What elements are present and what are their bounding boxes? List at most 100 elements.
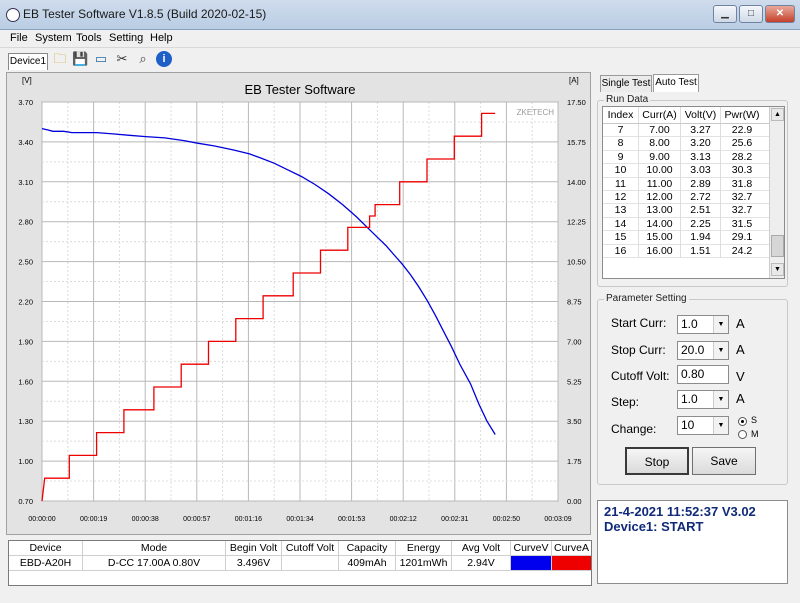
status-panel: 21-4-2021 11:52:37 V3.02 Device1: START [597, 500, 788, 584]
x-tick-label: 00:01:53 [338, 516, 365, 523]
table-cell: 2.25 [681, 217, 721, 232]
stop-curr-select[interactable]: 20.0 ▼ [677, 341, 729, 360]
status-device: Device1: START [604, 519, 704, 534]
x-tick-label: 00:02:12 [390, 516, 417, 523]
y-right-tick-label: 5.25 [567, 377, 582, 386]
x-tick-label: 00:03:09 [544, 516, 571, 523]
y-left-tick-label: 2.20 [18, 298, 33, 307]
y-right-tick-label: 10.50 [567, 258, 586, 267]
start-curr-unit: A [736, 316, 745, 331]
info-icon[interactable]: i [156, 51, 172, 67]
toolbar: Device1 🗀 💾 ▭ ✂ ⌕ i [0, 47, 800, 70]
table-row[interactable]: 10 10.00 3.03 30.3 [603, 164, 784, 178]
radio-minutes[interactable] [738, 430, 747, 439]
monitor-icon[interactable]: ▭ [94, 51, 108, 66]
table-cell: 8 [603, 137, 639, 151]
close-button[interactable]: ✕ [765, 5, 795, 23]
run-data-rows: 7 7.00 3.27 22.9 8 8.00 3.20 25.6 9 9.00 3.13 28.2 1… [603, 124, 784, 258]
open-folder-icon[interactable]: 🗀 [53, 51, 67, 66]
table-row[interactable]: 12 12.00 2.72 32.7 [603, 190, 784, 205]
y-left-tick-label: 3.70 [18, 98, 33, 107]
table-row[interactable]: 11 11.00 2.89 31.8 [603, 177, 784, 191]
radio-minutes-label: M [751, 429, 759, 439]
cutoff-volt-input[interactable]: 0.80 [677, 365, 729, 384]
tools-icon[interactable]: ✂ [116, 51, 128, 66]
menu-setting[interactable]: Setting [109, 32, 144, 44]
menu-system[interactable]: System [35, 32, 72, 44]
save-icon[interactable]: 💾 [72, 51, 89, 66]
chevron-down-icon[interactable]: ▼ [713, 391, 728, 408]
table-row[interactable]: 14 14.00 2.25 31.5 [603, 217, 784, 232]
scroll-down-icon[interactable]: ▼ [771, 263, 784, 276]
table-cell: 28.2 [731, 150, 753, 163]
y-right-tick-label: 0.00 [567, 497, 582, 506]
col-curr: Curr(A) [639, 107, 681, 123]
summary-table[interactable]: Device Mode Begin Volt Cutoff Volt Capac… [8, 540, 592, 586]
chevron-down-icon[interactable]: ▼ [713, 342, 728, 359]
summary-row[interactable]: EBD-A20H D-CC 17.00A 0.80V 3.496V 409mAh… [9, 556, 591, 571]
run-data-group: Run Data [597, 94, 788, 287]
chart-panel: EB Tester Software [V] [A] ZKETECH 3.70 3.40 3… [6, 72, 591, 535]
cutoff-volt-unit: V [736, 369, 745, 384]
curve-a-color-swatch[interactable] [552, 556, 591, 570]
table-cell: 3.27 [681, 124, 721, 138]
chevron-down-icon[interactable]: ▼ [713, 316, 728, 333]
table-cell: 11.00 [639, 177, 681, 191]
save-button[interactable]: Save [692, 447, 756, 475]
run-data-scrollbar[interactable]: ▲ ▼ [769, 107, 784, 278]
tab-single-test[interactable]: Single Test [600, 75, 652, 92]
cell-cutoff-volt [282, 556, 339, 570]
scroll-thumb[interactable] [771, 235, 784, 257]
series-line-curvea [41, 112, 496, 502]
table-row[interactable]: 8 8.00 3.20 25.6 [603, 137, 784, 151]
change-select[interactable]: 10 ▼ [677, 416, 729, 435]
menu-file[interactable]: File [10, 32, 28, 44]
x-tick-label: 00:02:50 [493, 516, 520, 523]
minimize-button[interactable]: ▁ [713, 5, 737, 23]
maximize-button[interactable]: □ [739, 5, 763, 23]
table-cell: 13.00 [639, 204, 681, 218]
col-avg-volt: Avg Volt [452, 541, 511, 555]
table-cell: 22.9 [731, 124, 753, 136]
table-cell: 29.1 [731, 231, 753, 244]
summary-header: Device Mode Begin Volt Cutoff Volt Capac… [9, 541, 591, 556]
cutoff-volt-value: 0.80 [681, 367, 705, 381]
table-cell: 7.00 [639, 124, 681, 138]
table-row[interactable]: 9 9.00 3.13 28.2 [603, 150, 784, 165]
stop-button[interactable]: Stop [625, 447, 689, 475]
step-select[interactable]: 1.0 ▼ [677, 390, 729, 409]
y-left-tick-label: 1.60 [18, 377, 33, 386]
stop-curr-value: 20.0 [681, 343, 705, 357]
chart-title: EB Tester Software [244, 82, 355, 97]
table-row[interactable]: 13 13.00 2.51 32.7 [603, 204, 784, 218]
table-cell: 14.00 [639, 217, 681, 232]
run-data-table[interactable]: Index Curr(A) Volt(V) Pwr(W) 7 7.00 3.27 22… [602, 106, 785, 279]
table-cell: 12 [603, 190, 639, 205]
y-left-tick-label: 1.30 [18, 417, 33, 426]
table-cell: 25.6 [731, 137, 753, 150]
table-cell: 24.2 [731, 244, 753, 257]
menu-help[interactable]: Help [150, 32, 173, 44]
zoom-icon[interactable]: ⌕ [139, 51, 147, 66]
table-row[interactable]: 7 7.00 3.27 22.9 [603, 124, 784, 138]
tab-auto-test[interactable]: Auto Test [653, 74, 699, 92]
table-row[interactable]: 16 16.00 1.51 24.2 [603, 244, 784, 258]
table-row[interactable]: 15 15.00 1.94 29.1 [603, 231, 784, 245]
scroll-up-icon[interactable]: ▲ [771, 108, 784, 121]
chevron-down-icon[interactable]: ▼ [713, 417, 728, 434]
radio-seconds[interactable] [738, 417, 747, 426]
curve-v-color-swatch[interactable] [511, 556, 552, 570]
menu-tools[interactable]: Tools [76, 32, 102, 44]
col-capacity: Capacity [339, 541, 396, 555]
device-tab[interactable]: Device1 [8, 53, 48, 70]
y-left-tick-label: 0.70 [18, 497, 33, 506]
table-cell: 1.51 [681, 244, 721, 258]
cell-capacity: 409mAh [339, 556, 396, 570]
app-icon [6, 8, 20, 22]
start-curr-value: 1.0 [681, 317, 698, 331]
table-cell: 16.00 [639, 244, 681, 258]
start-curr-select[interactable]: 1.0 ▼ [677, 315, 729, 334]
x-tick-label: 00:00:00 [28, 516, 55, 523]
cell-avg-volt: 2.94V [452, 556, 511, 570]
change-value: 10 [681, 418, 695, 432]
